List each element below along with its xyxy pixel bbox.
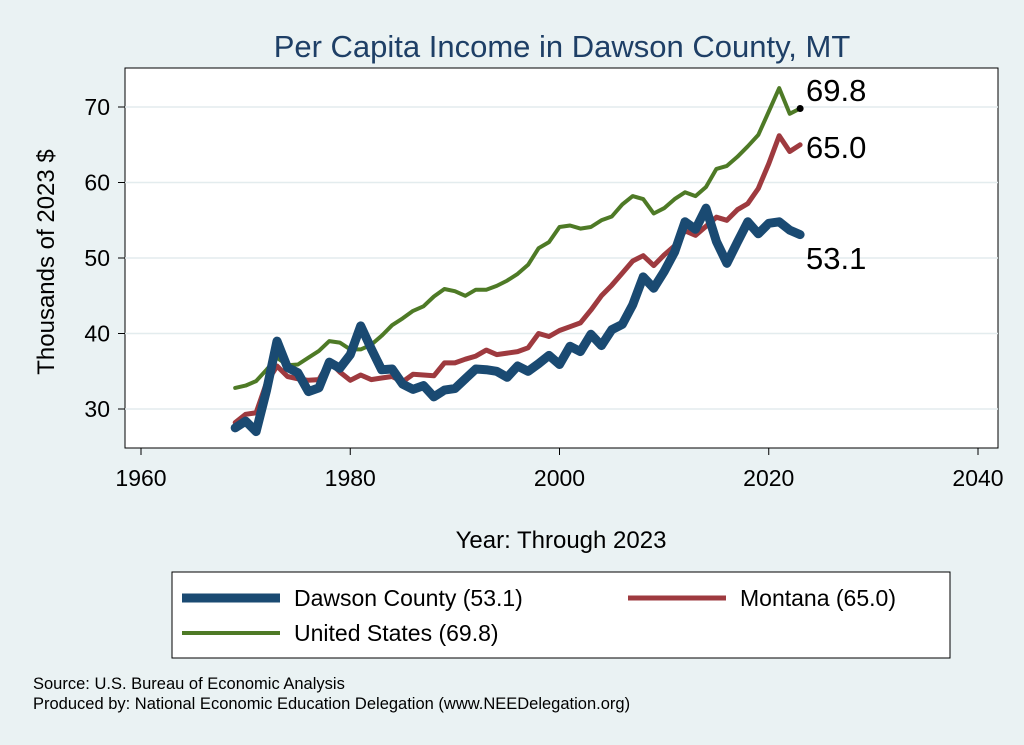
- y-tick-label: 60: [84, 170, 110, 196]
- y-tick-label: 70: [84, 94, 110, 120]
- legend-label-montana: Montana (65.0): [740, 585, 896, 611]
- legend-label-dawson: Dawson County (53.1): [294, 585, 523, 611]
- source-note: Source: U.S. Bureau of Economic Analysis: [33, 675, 345, 693]
- x-tick-label: 1960: [115, 465, 166, 491]
- y-axis: 30 40 50 60 70: [84, 94, 125, 422]
- gridlines: [125, 106, 998, 410]
- x-axis: 1960 1980 2000 2020 2040: [115, 448, 1004, 491]
- y-axis-label: Thousands of 2023 $: [33, 149, 60, 375]
- end-value-label: 65.0: [806, 130, 866, 165]
- producer-note: Produced by: National Economic Education…: [33, 695, 630, 713]
- legend: Dawson County (53.1) Montana (65.0) Unit…: [171, 571, 951, 659]
- end-point-marker: [796, 105, 804, 113]
- x-tick-label: 1980: [325, 465, 376, 491]
- y-tick-label: 50: [84, 245, 110, 271]
- series-line-us: [233, 86, 803, 390]
- legend-box: [171, 571, 951, 659]
- x-tick-label: 2000: [534, 465, 585, 491]
- x-tick-label: 2020: [743, 465, 794, 491]
- end-value-label: 53.1: [806, 241, 866, 276]
- end-value-label: 69.8: [806, 73, 866, 108]
- x-axis-label: Year: Through 2023: [456, 527, 667, 554]
- legend-label-us: United States (69.8): [294, 620, 499, 646]
- y-tick-label: 40: [84, 321, 110, 347]
- x-tick-label: 2040: [952, 465, 1003, 491]
- series-lines: [230, 86, 805, 437]
- y-tick-label: 30: [84, 396, 110, 422]
- series-line-dawson: [230, 203, 805, 437]
- chart-title: Per Capita Income in Dawson County, MT: [274, 29, 851, 64]
- end-labels: 69.8 65.0 53.1: [796, 73, 866, 276]
